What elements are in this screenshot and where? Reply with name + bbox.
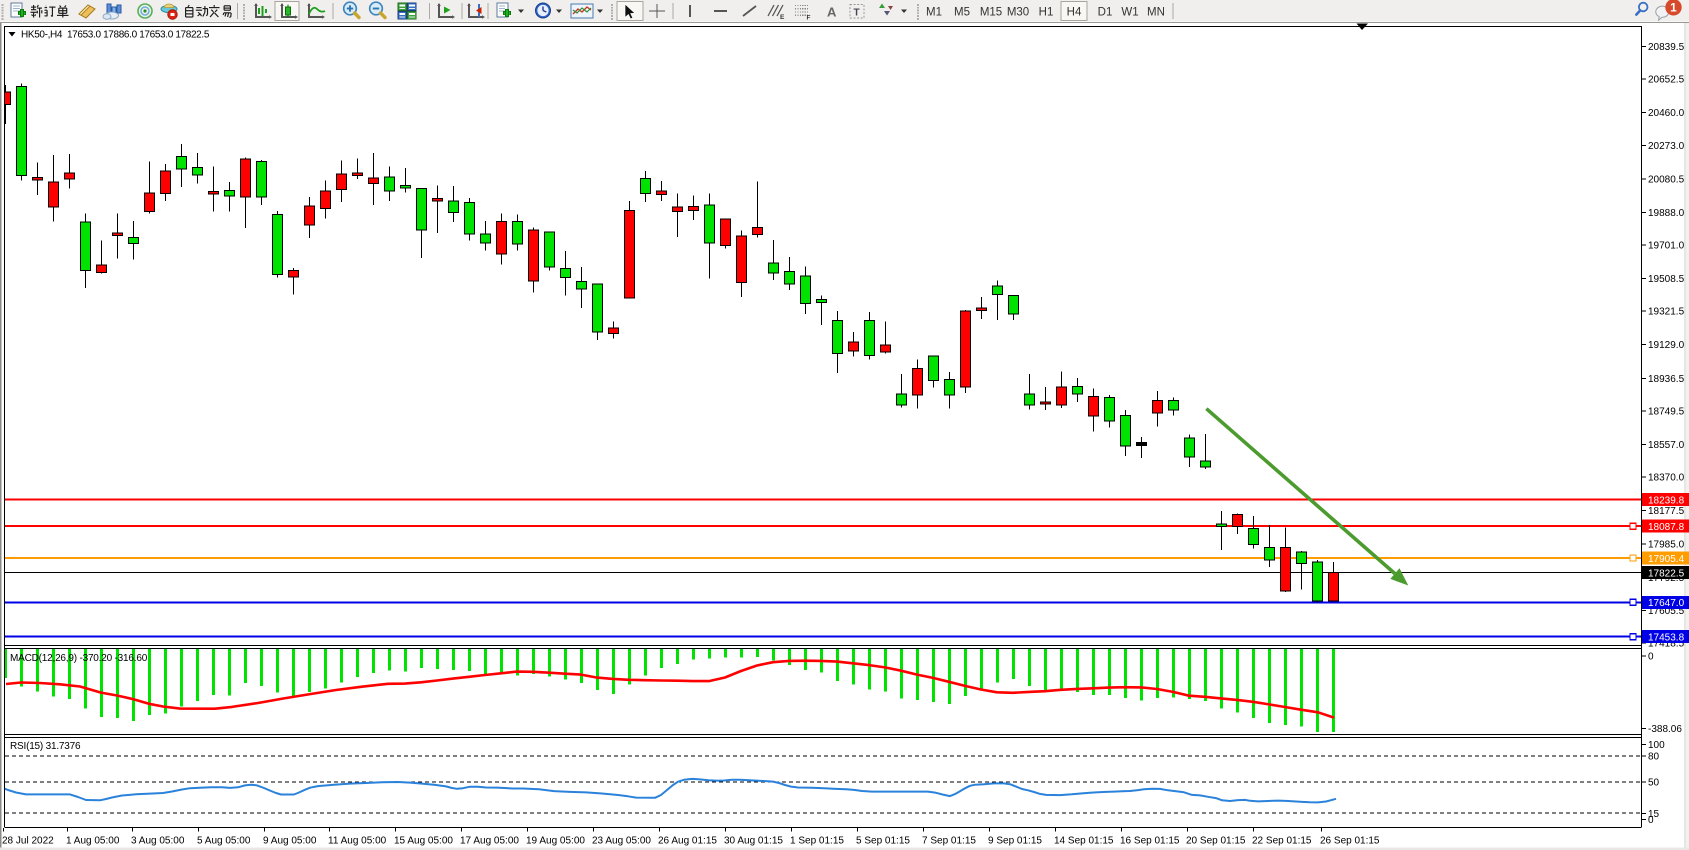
svg-text:-388.06: -388.06 bbox=[1648, 724, 1682, 735]
svg-text:A: A bbox=[827, 5, 837, 20]
svg-text:19 Aug 05:00: 19 Aug 05:00 bbox=[526, 836, 585, 847]
svg-text:5 Sep 01:15: 5 Sep 01:15 bbox=[856, 836, 910, 847]
svg-text:20080.5: 20080.5 bbox=[1648, 174, 1685, 185]
svg-text:M5: M5 bbox=[954, 7, 970, 19]
svg-text:20652.5: 20652.5 bbox=[1648, 75, 1685, 86]
svg-text:W1: W1 bbox=[1121, 7, 1138, 19]
svg-text:9 Sep 01:15: 9 Sep 01:15 bbox=[988, 836, 1042, 847]
svg-text:18239.8: 18239.8 bbox=[1648, 496, 1685, 507]
svg-text:18936.5: 18936.5 bbox=[1648, 374, 1685, 385]
svg-text:D1: D1 bbox=[1098, 7, 1113, 19]
svg-text:17905.4: 17905.4 bbox=[1648, 554, 1685, 565]
svg-text:50: 50 bbox=[1648, 778, 1660, 789]
svg-text:HK50-,H4 17653.0 17886.0 1765: HK50-,H4 17653.0 17886.0 17653.0 17822.5 bbox=[21, 30, 210, 41]
svg-text:18177.5: 18177.5 bbox=[1648, 506, 1685, 517]
svg-text:M1: M1 bbox=[926, 7, 942, 19]
svg-text:1 Sep 01:15: 1 Sep 01:15 bbox=[790, 836, 844, 847]
svg-text:18087.8: 18087.8 bbox=[1648, 522, 1685, 533]
svg-text:0: 0 bbox=[1648, 652, 1654, 663]
svg-text:26 Sep 01:15: 26 Sep 01:15 bbox=[1320, 836, 1380, 847]
svg-text:18749.5: 18749.5 bbox=[1648, 406, 1685, 417]
svg-text:T: T bbox=[854, 8, 860, 19]
svg-text:17985.0: 17985.0 bbox=[1648, 540, 1685, 551]
svg-text:18370.0: 18370.0 bbox=[1648, 473, 1685, 484]
svg-text:15: 15 bbox=[1648, 809, 1660, 820]
svg-text:0: 0 bbox=[1648, 815, 1654, 826]
svg-text:17418.5: 17418.5 bbox=[1648, 638, 1685, 649]
svg-text:9 Aug 05:00: 9 Aug 05:00 bbox=[263, 836, 317, 847]
svg-text:7 Sep 01:15: 7 Sep 01:15 bbox=[922, 836, 976, 847]
svg-text:23 Aug 05:00: 23 Aug 05:00 bbox=[592, 836, 651, 847]
svg-text:17453.8: 17453.8 bbox=[1648, 633, 1685, 644]
svg-text:17605.5: 17605.5 bbox=[1648, 606, 1685, 617]
svg-text:MACD(12,26,9) -370.20 -316.60: MACD(12,26,9) -370.20 -316.60 bbox=[10, 653, 148, 664]
svg-text:15 Aug 05:00: 15 Aug 05:00 bbox=[394, 836, 453, 847]
svg-text:20 Sep 01:15: 20 Sep 01:15 bbox=[1186, 836, 1246, 847]
svg-text:19321.5: 19321.5 bbox=[1648, 307, 1685, 318]
svg-text:14 Sep 01:15: 14 Sep 01:15 bbox=[1054, 836, 1114, 847]
svg-text:18557.0: 18557.0 bbox=[1648, 440, 1685, 451]
svg-text:28 Jul 2022: 28 Jul 2022 bbox=[2, 836, 54, 847]
svg-text:M15: M15 bbox=[980, 7, 1002, 19]
svg-text:19508.5: 19508.5 bbox=[1648, 274, 1685, 285]
svg-text:1 Aug 05:00: 1 Aug 05:00 bbox=[66, 836, 120, 847]
svg-text:1: 1 bbox=[1670, 1, 1677, 15]
svg-text:17 Aug 05:00: 17 Aug 05:00 bbox=[460, 836, 519, 847]
svg-text:RSI(15) 31.7376: RSI(15) 31.7376 bbox=[10, 741, 81, 752]
svg-text:26 Aug 01:15: 26 Aug 01:15 bbox=[658, 836, 717, 847]
svg-text:11 Aug 05:00: 11 Aug 05:00 bbox=[328, 836, 387, 847]
svg-text:100: 100 bbox=[1648, 740, 1665, 751]
svg-text:3 Aug 05:00: 3 Aug 05:00 bbox=[131, 836, 185, 847]
svg-text:17647.0: 17647.0 bbox=[1648, 598, 1685, 609]
svg-text:17822.5: 17822.5 bbox=[1648, 568, 1685, 579]
svg-text:M30: M30 bbox=[1007, 7, 1029, 19]
svg-text:19129.0: 19129.0 bbox=[1648, 340, 1685, 351]
svg-text:F: F bbox=[807, 15, 811, 22]
svg-text:16 Sep 01:15: 16 Sep 01:15 bbox=[1120, 836, 1180, 847]
svg-text:80: 80 bbox=[1648, 752, 1660, 763]
svg-text:30 Aug 01:15: 30 Aug 01:15 bbox=[724, 836, 783, 847]
svg-text:20273.0: 20273.0 bbox=[1648, 141, 1685, 152]
svg-text:19701.0: 19701.0 bbox=[1648, 241, 1685, 252]
svg-text:H4: H4 bbox=[1067, 7, 1082, 19]
svg-text:MN: MN bbox=[1147, 7, 1165, 19]
svg-text:20839.5: 20839.5 bbox=[1648, 42, 1685, 53]
svg-text:E: E bbox=[780, 14, 785, 21]
svg-text:19888.0: 19888.0 bbox=[1648, 208, 1685, 219]
svg-text:H1: H1 bbox=[1039, 7, 1054, 19]
svg-text:20460.0: 20460.0 bbox=[1648, 108, 1685, 119]
svg-text:22 Sep 01:15: 22 Sep 01:15 bbox=[1252, 836, 1312, 847]
svg-text:5 Aug 05:00: 5 Aug 05:00 bbox=[197, 836, 251, 847]
